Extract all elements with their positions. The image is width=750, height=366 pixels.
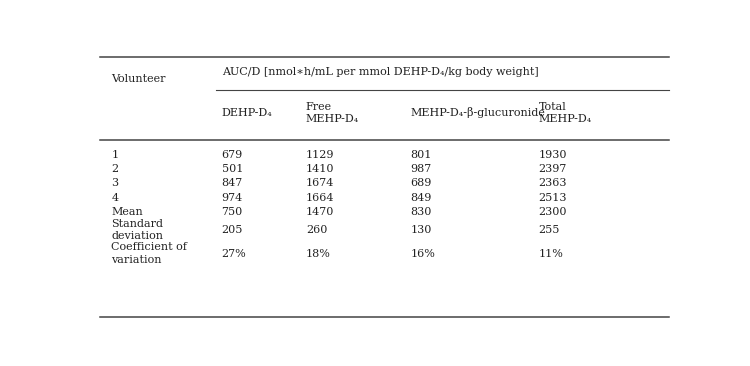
Text: 847: 847 [222,178,243,188]
Text: 205: 205 [222,225,243,235]
Text: Volunteer: Volunteer [111,74,166,84]
Text: 1470: 1470 [306,206,334,217]
Text: 3: 3 [111,178,118,188]
Text: Free
MEHP-D₄: Free MEHP-D₄ [306,102,359,124]
Text: 27%: 27% [222,249,246,259]
Text: MEHP-D₄-β-glucuronide: MEHP-D₄-β-glucuronide [410,108,545,119]
Text: 689: 689 [410,178,432,188]
Text: 2397: 2397 [538,164,567,174]
Text: 4: 4 [111,193,118,202]
Text: Coefficient of
variation: Coefficient of variation [111,243,187,265]
Text: 2300: 2300 [538,206,567,217]
Text: 974: 974 [222,193,243,202]
Text: 750: 750 [222,206,243,217]
Text: 1930: 1930 [538,150,567,160]
Text: 849: 849 [410,193,432,202]
Text: 1: 1 [111,150,118,160]
Text: 801: 801 [410,150,432,160]
Text: 2513: 2513 [538,193,567,202]
Text: 1674: 1674 [306,178,334,188]
Text: 11%: 11% [538,249,563,259]
Text: 260: 260 [306,225,327,235]
Text: 130: 130 [410,225,432,235]
Text: Mean: Mean [111,206,143,217]
Text: 1664: 1664 [306,193,334,202]
Text: 255: 255 [538,225,560,235]
Text: 2: 2 [111,164,118,174]
Text: DEHP-D₄: DEHP-D₄ [222,108,272,118]
Text: 1410: 1410 [306,164,334,174]
Text: 18%: 18% [306,249,331,259]
Text: Standard
deviation: Standard deviation [111,219,164,241]
Text: 16%: 16% [410,249,436,259]
Text: 501: 501 [222,164,243,174]
Text: 830: 830 [410,206,432,217]
Text: AUC/D [nmol∗h/mL per mmol DEHP-D₄/kg body weight]: AUC/D [nmol∗h/mL per mmol DEHP-D₄/kg bod… [222,67,538,77]
Text: Total
MEHP-D₄: Total MEHP-D₄ [538,102,592,124]
Text: 2363: 2363 [538,178,567,188]
Text: 987: 987 [410,164,432,174]
Text: 1129: 1129 [306,150,334,160]
Text: 679: 679 [222,150,243,160]
